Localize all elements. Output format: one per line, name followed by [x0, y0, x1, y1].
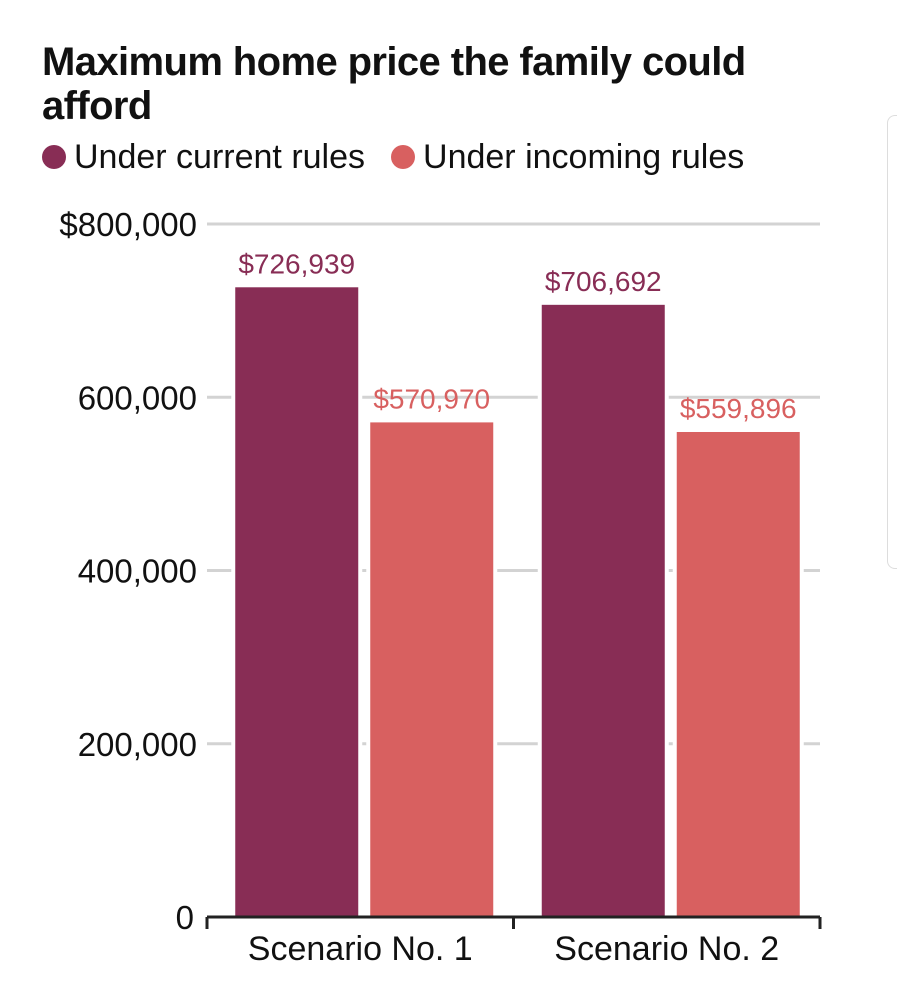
- side-panel-edge: [887, 115, 897, 569]
- data-label: $706,692: [545, 266, 662, 297]
- legend-label-incoming: Under incoming rules: [423, 137, 745, 176]
- y-tick-label: 0: [176, 899, 194, 936]
- data-label: $559,896: [680, 393, 797, 424]
- legend-item-incoming: Under incoming rules: [391, 138, 744, 177]
- bar: [676, 431, 800, 917]
- x-tick-label: Scenario No. 1: [248, 930, 473, 968]
- data-label: $570,970: [373, 383, 490, 414]
- bar: [235, 287, 359, 918]
- data-label: $726,939: [238, 248, 355, 279]
- chart-legend: Under current rules Under incoming rules: [42, 137, 770, 177]
- legend-swatch-incoming: [391, 145, 416, 169]
- y-tick-label: $800,000: [59, 206, 197, 243]
- legend-item-current: Under current rules: [42, 138, 365, 177]
- bar: [370, 422, 494, 917]
- x-tick-label: Scenario No. 2: [554, 930, 779, 968]
- legend-swatch-current: [42, 145, 66, 169]
- y-tick-label: 200,000: [78, 726, 197, 763]
- legend-label-current: Under current rules: [74, 137, 366, 176]
- bar: [541, 304, 665, 917]
- chart-title: Maximum home price the family could affo…: [42, 40, 746, 128]
- y-tick-label: 400,000: [78, 553, 197, 590]
- y-tick-label: 600,000: [78, 379, 197, 416]
